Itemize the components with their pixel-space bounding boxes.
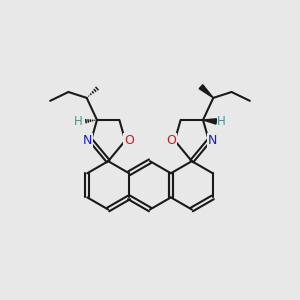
Polygon shape <box>203 119 217 124</box>
Text: H: H <box>74 115 83 128</box>
Text: N: N <box>208 134 217 147</box>
Text: O: O <box>166 134 176 147</box>
Text: N: N <box>83 134 92 147</box>
Polygon shape <box>199 85 213 98</box>
Text: O: O <box>124 134 134 147</box>
Text: H: H <box>217 115 226 128</box>
